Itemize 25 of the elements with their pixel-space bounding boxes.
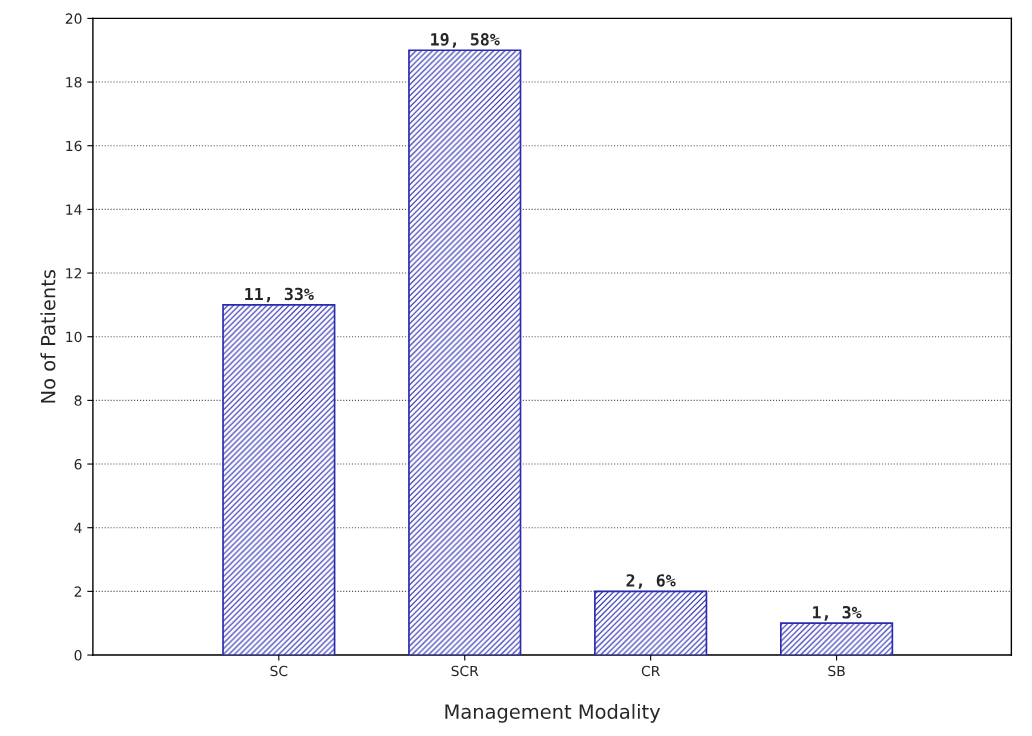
x-tick-label: SB [828, 665, 845, 677]
y-tick-label: 16 [66, 140, 82, 152]
y-tick-label: 12 [66, 268, 82, 279]
bar [779, 622, 894, 656]
y-axis-title: No of Patients [40, 269, 56, 403]
x-tick-label: CR [641, 665, 660, 677]
y-tick-label: 2 [74, 586, 82, 597]
y-tick-label: 6 [74, 459, 82, 470]
x-tick-label: SC [270, 665, 288, 677]
y-tick-label: 4 [74, 522, 82, 533]
x-tick-label: SCR [451, 665, 479, 677]
bar [408, 49, 522, 656]
y-tick-label: 18 [66, 77, 82, 88]
y-tick-label: 8 [74, 395, 82, 406]
y-tick-label: 14 [66, 204, 82, 215]
bar [594, 590, 708, 656]
x-axis-title: Management Modality [445, 703, 661, 723]
y-tick-label: 20 [65, 13, 82, 24]
data-label: 19, 58% [431, 33, 500, 48]
y-tick-label: 10 [66, 331, 82, 343]
data-label: 1, 3% [813, 605, 862, 621]
data-label: 2, 6% [626, 574, 676, 589]
data-label: 11, 33% [245, 287, 314, 303]
y-tick-label: 0 [74, 650, 82, 661]
bar [222, 304, 336, 656]
